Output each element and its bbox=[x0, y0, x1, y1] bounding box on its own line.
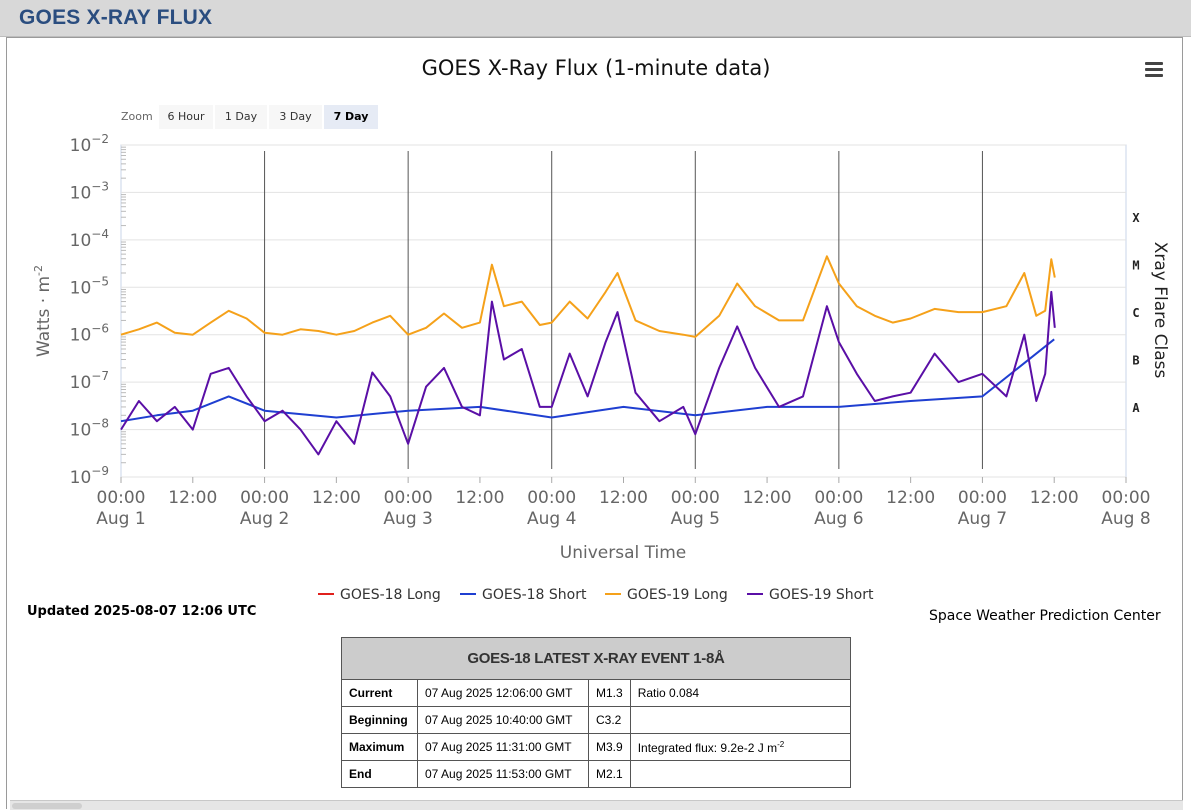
legend-goes19-long[interactable]: GOES-19 Long bbox=[605, 587, 728, 603]
zoom-1-day-button[interactable]: 1 Day bbox=[215, 105, 267, 129]
row-time: 07 Aug 2025 10:40:00 GMT bbox=[417, 706, 589, 734]
latest-xray-event-table: GOES-18 LATEST X-RAY EVENT 1-8Å Current … bbox=[341, 637, 852, 788]
x-tick-time-label: 12:00 bbox=[312, 488, 361, 508]
page-title: GOES X-RAY FLUX bbox=[19, 6, 213, 29]
hamburger-menu-icon[interactable] bbox=[1145, 62, 1163, 78]
table-row: Current 07 Aug 2025 12:06:00 GMT M1.3 Ra… bbox=[341, 679, 852, 707]
row-extra bbox=[629, 706, 852, 734]
x-tick-time-label: 12:00 bbox=[886, 488, 935, 508]
row-class: M2.1 bbox=[588, 760, 631, 788]
legend-goes19-short[interactable]: GOES-19 Short bbox=[747, 587, 874, 603]
row-extra: Integrated flux: 9.2e-2 J m bbox=[637, 740, 778, 755]
y-axis-title: Watts · m-2 bbox=[32, 265, 54, 357]
x-tick-time-label: 00:00 bbox=[240, 488, 289, 508]
legend-swatch bbox=[460, 593, 476, 595]
table-row: End 07 Aug 2025 11:53:00 GMT M2.1 bbox=[341, 760, 852, 788]
x-tick-time-label: 00:00 bbox=[527, 488, 576, 508]
x-tick-date-label: Aug 4 bbox=[527, 509, 576, 529]
y-tick-label: 10−9 bbox=[70, 464, 109, 488]
row-label: End bbox=[341, 760, 418, 788]
x-tick-time-label: 00:00 bbox=[958, 488, 1007, 508]
flare-class-label: B bbox=[1132, 354, 1139, 368]
zoom-7-day-button[interactable]: 7 Day bbox=[324, 105, 378, 129]
y-tick-label: 10−2 bbox=[70, 132, 109, 156]
legend-label: GOES-18 Long bbox=[340, 587, 441, 603]
series-line-goes-19-long bbox=[120, 255, 1056, 338]
x-tick-date-label: Aug 3 bbox=[383, 509, 432, 529]
x-tick-time-label: 00:00 bbox=[97, 488, 146, 508]
x-tick-date-label: Aug 5 bbox=[671, 509, 720, 529]
series-line-goes-18-short bbox=[120, 338, 1055, 423]
x-tick-time-label: 00:00 bbox=[671, 488, 720, 508]
row-label: Beginning bbox=[341, 706, 418, 734]
y-tick-label: 10−4 bbox=[70, 227, 109, 251]
y-tick-label: 10−5 bbox=[70, 274, 109, 298]
x-tick-date-label: Aug 2 bbox=[240, 509, 289, 529]
y-tick-label: 10−7 bbox=[70, 369, 109, 393]
horizontal-scrollbar[interactable] bbox=[10, 800, 1183, 810]
row-extra-cell: Integrated flux: 9.2e-2 J m-2 bbox=[629, 733, 852, 761]
zoom-3-day-button[interactable]: 3 Day bbox=[269, 105, 322, 129]
event-table-title: GOES-18 LATEST X-RAY EVENT 1-8Å bbox=[341, 637, 851, 680]
row-extra bbox=[629, 760, 852, 788]
row-extra: Ratio 0.084 bbox=[629, 679, 852, 707]
x-tick-time-label: 12:00 bbox=[743, 488, 792, 508]
flare-class-label: C bbox=[1132, 306, 1139, 320]
plot-area-frame bbox=[120, 144, 1127, 478]
y2-axis-title: Xray Flare Class bbox=[1150, 242, 1170, 379]
row-time: 07 Aug 2025 11:31:00 GMT bbox=[417, 733, 589, 761]
table-row: Beginning 07 Aug 2025 10:40:00 GMT C3.2 bbox=[341, 706, 852, 734]
row-label: Current bbox=[341, 679, 418, 707]
legend-label: GOES-19 Long bbox=[627, 587, 728, 603]
x-tick-time-label: 12:00 bbox=[1030, 488, 1079, 508]
legend-label: GOES-18 Short bbox=[482, 587, 587, 603]
chart-title: GOES X-Ray Flux (1-minute data) bbox=[422, 56, 771, 80]
page-header: GOES X-RAY FLUX bbox=[0, 0, 1191, 37]
zoom-label: Zoom bbox=[121, 110, 153, 123]
legend-swatch bbox=[318, 593, 334, 595]
x-tick-time-label: 00:00 bbox=[1102, 488, 1151, 508]
table-row: Maximum 07 Aug 2025 11:31:00 GMT M3.9 In… bbox=[341, 733, 852, 761]
y-tick-label: 10−3 bbox=[70, 179, 109, 203]
row-class: M1.3 bbox=[588, 679, 631, 707]
x-tick-date-label: Aug 1 bbox=[96, 509, 145, 529]
y-tick-label: 10−8 bbox=[70, 417, 109, 441]
scrollbar-thumb[interactable] bbox=[12, 803, 82, 809]
legend-label: GOES-19 Short bbox=[769, 587, 874, 603]
updated-timestamp: Updated 2025-08-07 12:06 UTC bbox=[27, 604, 257, 619]
x-tick-time-label: 12:00 bbox=[599, 488, 648, 508]
flare-class-label: X bbox=[1132, 211, 1140, 225]
legend-swatch bbox=[605, 593, 621, 595]
xray-flux-chart: GOES X-Ray Flux (1-minute data) 10−2 10−3 1… bbox=[32, 56, 1170, 563]
x-tick-date-label: Aug 8 bbox=[1101, 509, 1150, 529]
x-tick-time-label: 12:00 bbox=[168, 488, 217, 508]
row-time: 07 Aug 2025 12:06:00 GMT bbox=[417, 679, 589, 707]
row-extra-sup: -2 bbox=[777, 739, 785, 749]
x-axis-title: Universal Time bbox=[560, 543, 686, 563]
row-label: Maximum bbox=[341, 733, 418, 761]
source-credit: Space Weather Prediction Center bbox=[929, 608, 1161, 624]
x-tick-time-label: 00:00 bbox=[384, 488, 433, 508]
legend-goes18-long[interactable]: GOES-18 Long bbox=[318, 587, 441, 603]
row-class: C3.2 bbox=[588, 706, 631, 734]
row-time: 07 Aug 2025 11:53:00 GMT bbox=[417, 760, 589, 788]
flare-class-label: M bbox=[1132, 259, 1139, 273]
legend-swatch bbox=[747, 593, 763, 595]
x-tick-date-label: Aug 7 bbox=[958, 509, 1007, 529]
x-tick-date-label: Aug 6 bbox=[814, 509, 863, 529]
row-class: M3.9 bbox=[588, 733, 631, 761]
y-tick-label: 10−6 bbox=[70, 322, 109, 346]
series-line-goes-19-short bbox=[120, 290, 1056, 456]
x-tick-time-label: 12:00 bbox=[455, 488, 504, 508]
zoom-6-hour-button[interactable]: 6 Hour bbox=[159, 105, 213, 129]
legend-goes18-short[interactable]: GOES-18 Short bbox=[460, 587, 587, 603]
flare-class-label: A bbox=[1132, 401, 1140, 415]
x-tick-time-label: 00:00 bbox=[814, 488, 863, 508]
